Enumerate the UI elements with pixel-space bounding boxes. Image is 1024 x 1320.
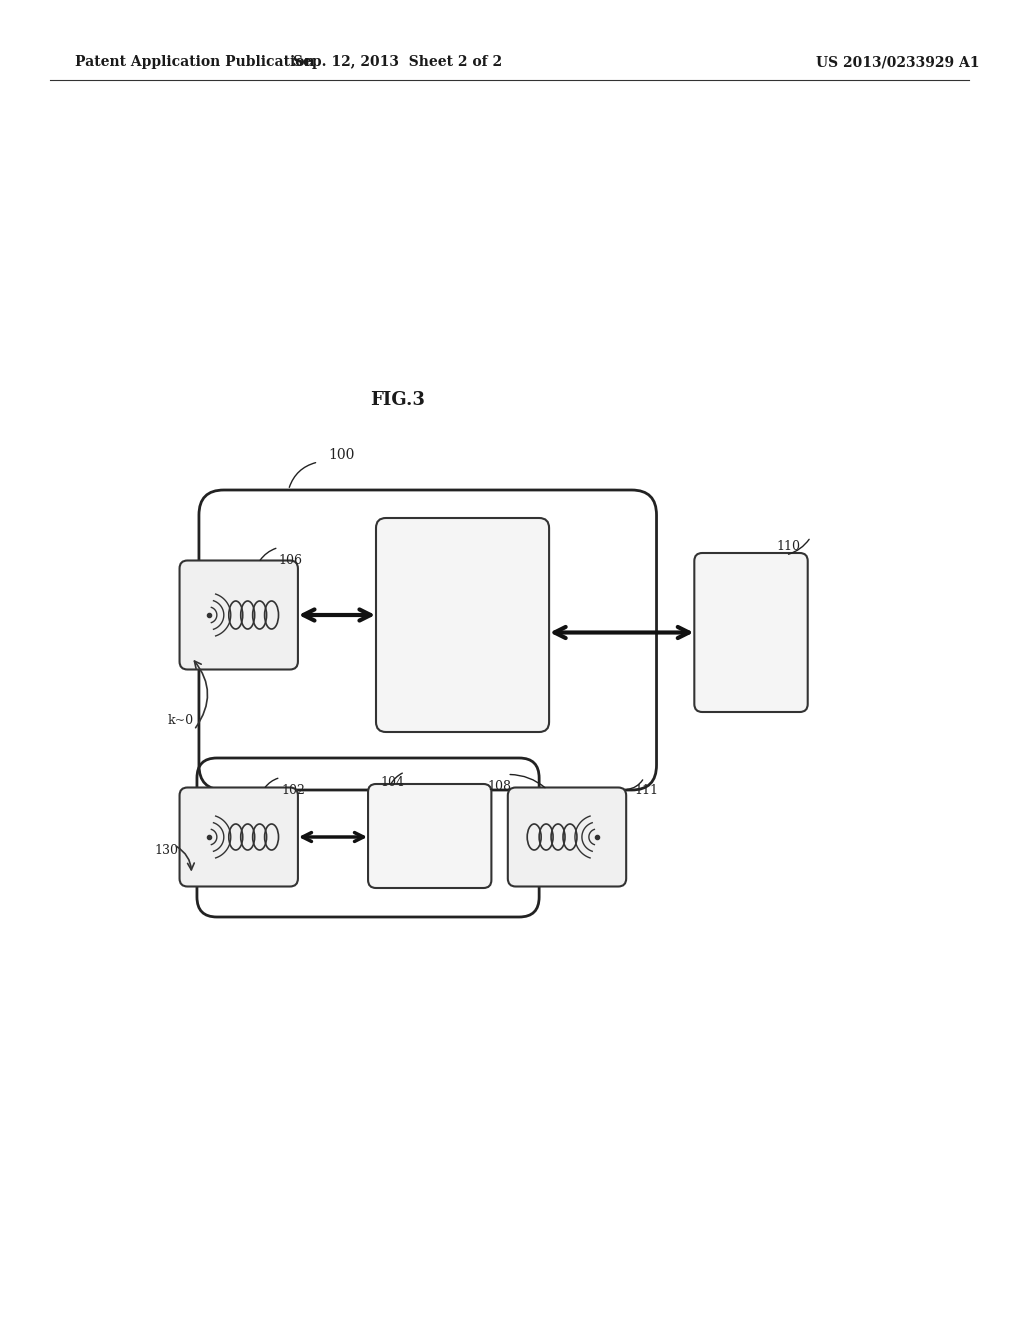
FancyBboxPatch shape [179,788,298,887]
Text: 100: 100 [329,447,354,462]
FancyBboxPatch shape [694,553,808,711]
Text: Sep. 12, 2013  Sheet 2 of 2: Sep. 12, 2013 Sheet 2 of 2 [293,55,503,69]
Text: 108: 108 [487,780,511,792]
Text: 130: 130 [155,843,178,857]
FancyBboxPatch shape [376,517,549,733]
Text: 110: 110 [777,540,801,553]
FancyBboxPatch shape [508,788,627,887]
Text: 106: 106 [279,554,302,568]
Text: k~0: k~0 [167,714,194,726]
Text: US 2013/0233929 A1: US 2013/0233929 A1 [816,55,979,69]
Text: 104: 104 [380,776,404,789]
Text: 102: 102 [282,784,305,797]
Text: Patent Application Publication: Patent Application Publication [75,55,314,69]
Text: FIG.3: FIG.3 [371,391,425,409]
FancyBboxPatch shape [179,561,298,669]
Text: 111: 111 [634,784,658,797]
FancyBboxPatch shape [368,784,492,888]
